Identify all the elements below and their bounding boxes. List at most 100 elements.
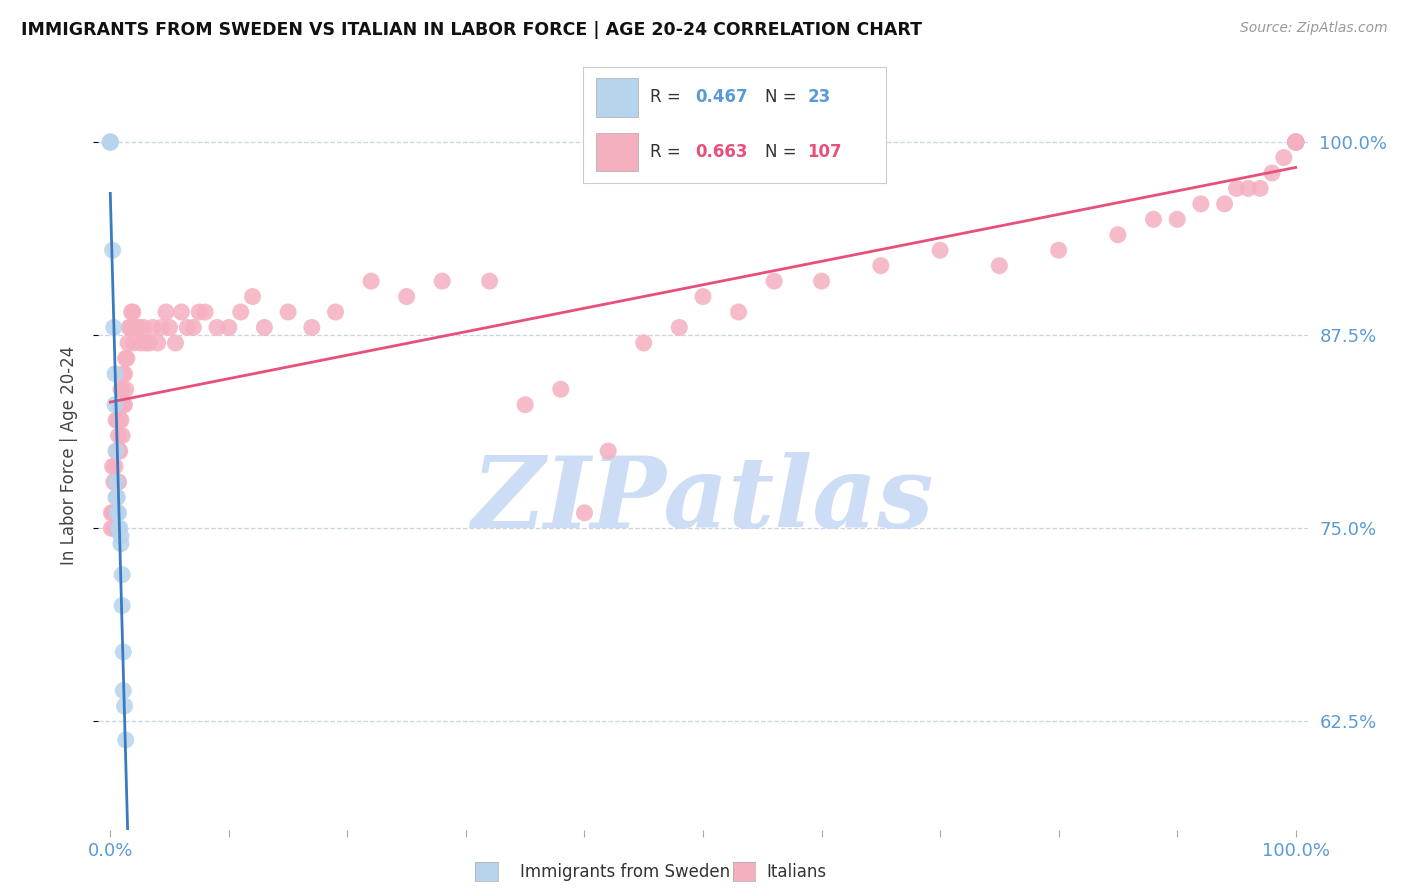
Point: [159, 320, 181, 334]
Point: [107, 521, 129, 535]
Text: N =: N =: [765, 143, 796, 161]
Point: [181, 320, 204, 334]
FancyBboxPatch shape: [596, 78, 638, 117]
Point: [432, 274, 454, 288]
Point: [111, 382, 134, 396]
Point: [929, 244, 952, 258]
Point: [242, 289, 264, 303]
Point: [1225, 181, 1247, 195]
Point: [188, 305, 211, 319]
Text: N =: N =: [765, 88, 796, 106]
Point: [633, 335, 655, 350]
Point: [112, 367, 135, 381]
Point: [150, 320, 173, 334]
Point: [988, 259, 1011, 273]
Point: [103, 521, 125, 535]
Point: [101, 244, 124, 258]
Point: [1107, 227, 1129, 242]
Point: [128, 320, 150, 334]
Text: 0.663: 0.663: [696, 143, 748, 161]
Point: [301, 320, 323, 334]
Point: [218, 320, 240, 334]
Point: [325, 305, 347, 319]
Point: [550, 382, 572, 396]
Point: [103, 506, 125, 520]
Point: [114, 398, 136, 412]
Point: [103, 320, 125, 334]
Point: [1249, 181, 1271, 195]
Point: [598, 444, 620, 458]
Point: [100, 521, 122, 535]
Point: [1237, 181, 1260, 195]
Point: [1285, 135, 1308, 149]
Point: [111, 398, 134, 412]
Point: [574, 506, 596, 520]
Point: [810, 274, 832, 288]
Point: [112, 645, 135, 659]
Text: IMMIGRANTS FROM SWEDEN VS ITALIAN IN LABOR FORCE | AGE 20-24 CORRELATION CHART: IMMIGRANTS FROM SWEDEN VS ITALIAN IN LAB…: [21, 21, 922, 38]
Point: [108, 521, 131, 535]
Point: [1285, 135, 1308, 149]
Point: [170, 305, 193, 319]
Point: [155, 305, 177, 319]
Point: [132, 320, 155, 334]
Point: [110, 413, 132, 427]
Point: [122, 335, 145, 350]
Point: [205, 320, 228, 334]
Point: [1285, 135, 1308, 149]
Point: [1261, 166, 1284, 180]
Point: [360, 274, 382, 288]
Point: [105, 491, 128, 505]
Point: [118, 320, 141, 334]
Point: [98, 135, 121, 149]
Point: [176, 320, 198, 334]
Point: [105, 491, 128, 505]
Point: [114, 698, 136, 713]
Point: [146, 335, 169, 350]
Point: [111, 599, 134, 613]
Text: R =: R =: [650, 143, 681, 161]
Point: [869, 259, 891, 273]
Text: 0.467: 0.467: [696, 88, 748, 106]
Point: [114, 367, 136, 381]
Point: [763, 274, 786, 288]
Point: [105, 413, 128, 427]
Point: [105, 444, 128, 458]
Point: [105, 491, 128, 505]
Point: [692, 289, 714, 303]
Point: [104, 475, 127, 489]
Point: [121, 305, 143, 319]
Point: [194, 305, 217, 319]
Point: [129, 335, 152, 350]
Y-axis label: In Labor Force | Age 20-24: In Labor Force | Age 20-24: [59, 345, 77, 565]
Point: [1285, 135, 1308, 149]
Point: [110, 382, 132, 396]
Point: [104, 367, 127, 381]
Text: Source: ZipAtlas.com: Source: ZipAtlas.com: [1240, 21, 1388, 35]
Point: [114, 351, 136, 366]
Point: [104, 506, 127, 520]
Point: [108, 398, 131, 412]
Point: [114, 733, 136, 747]
Text: R =: R =: [650, 88, 681, 106]
Point: [1285, 135, 1308, 149]
Point: [1285, 135, 1308, 149]
Point: [117, 335, 139, 350]
Point: [98, 135, 121, 149]
Point: [668, 320, 690, 334]
Point: [107, 428, 129, 442]
Point: [1285, 135, 1308, 149]
Point: [111, 428, 134, 442]
Point: [1166, 212, 1188, 227]
Point: [727, 305, 749, 319]
Point: [138, 335, 160, 350]
Point: [115, 351, 138, 366]
Point: [105, 413, 128, 427]
Text: 23: 23: [807, 88, 831, 106]
Point: [98, 135, 121, 149]
Point: [1213, 197, 1236, 211]
Point: [111, 567, 134, 582]
Point: [1142, 212, 1164, 227]
Point: [142, 320, 165, 334]
Point: [1285, 135, 1308, 149]
